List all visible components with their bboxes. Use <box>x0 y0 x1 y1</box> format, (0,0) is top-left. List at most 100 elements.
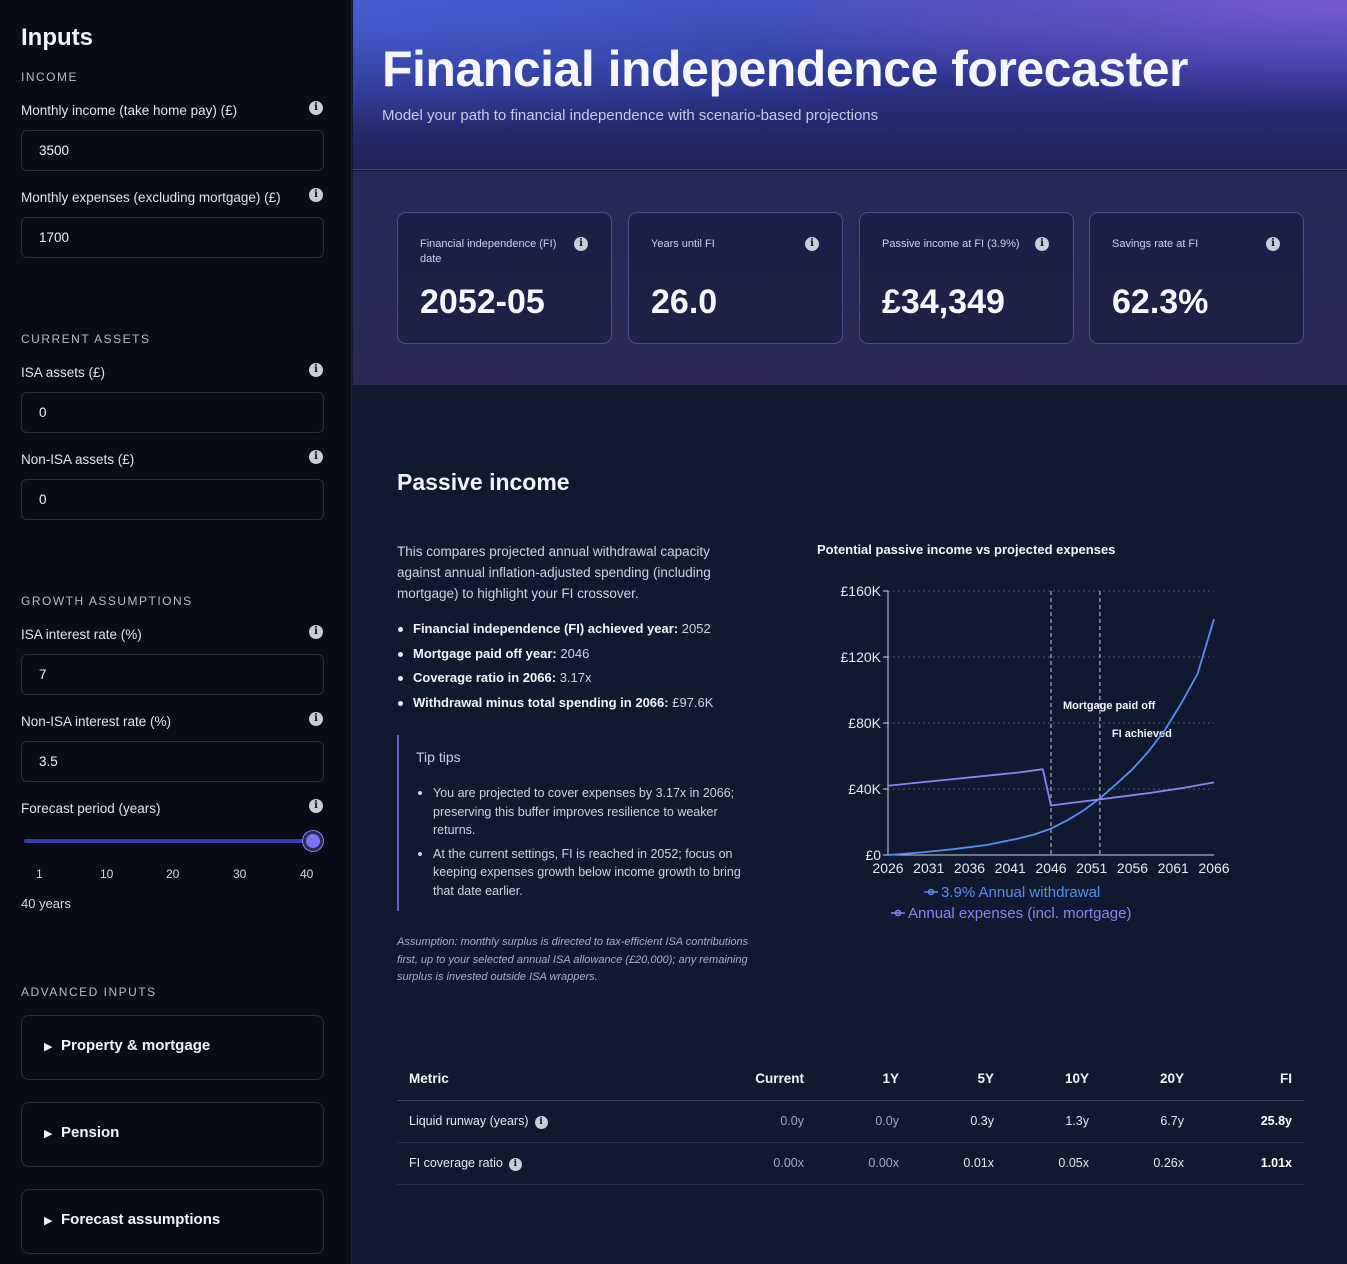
table-cell: 0.00x <box>816 1142 911 1185</box>
forecast-slider-thumb[interactable] <box>303 831 323 851</box>
bullet-value: 3.17x <box>559 670 592 686</box>
table-cell: 0.26x <box>1101 1142 1196 1185</box>
x-tick-label: 2041 <box>995 860 1026 876</box>
bullet-value: 2046 <box>560 645 590 661</box>
monthly-income-label: Monthly income (take home pay) (£) <box>21 103 238 118</box>
column-header: Metric <box>397 1058 577 1101</box>
list-item: Mortgage paid off year: 2046 <box>397 644 713 669</box>
passive-income-chart: £0 £40K £80K £120K £160K 2026 2031 2036 2041 2046… <box>841 583 1230 922</box>
info-icon[interactable]: i <box>309 625 323 639</box>
info-icon[interactable]: i <box>508 1157 522 1171</box>
table-row: FI coverage ratio i 0.00x 0.00x 0.01x 0.0… <box>397 1142 1304 1185</box>
info-icon[interactable]: i <box>534 1115 548 1129</box>
info-icon[interactable]: i <box>309 188 323 202</box>
slider-tick: 40 <box>300 867 314 881</box>
isa-assets-input[interactable]: 0 <box>21 392 324 433</box>
info-icon[interactable]: i <box>309 363 323 377</box>
isa-rate-input[interactable]: 7 <box>21 654 324 695</box>
y-tick-label: £120K <box>841 649 882 665</box>
list-item: Financial independence (FI) achieved yea… <box>397 619 713 644</box>
bullet-label: Financial independence (FI) achieved yea… <box>413 621 679 636</box>
hero-header: Financial independence forecaster Model … <box>353 0 1347 170</box>
table-cell: 0.0y <box>577 1100 816 1143</box>
bullet-label: Withdrawal minus total spending in 2066: <box>413 695 669 711</box>
assumption-note: Assumption: monthly surplus is directed … <box>397 936 749 983</box>
table-cell: 0.00x <box>577 1142 816 1185</box>
table-cell: 1.01x <box>1196 1142 1304 1185</box>
series-line <box>887 618 1215 856</box>
non-isa-assets-input[interactable]: 0 <box>21 479 324 520</box>
legend-marker <box>894 909 902 917</box>
table-cell: 1.3y <box>1006 1100 1101 1143</box>
kpi-card-years-until-fi: Years until FI i 26.0 <box>628 212 843 344</box>
tips-title: Tip tips <box>416 749 461 765</box>
page-subtitle: Model your path to financial independenc… <box>382 107 879 124</box>
series-line <box>887 768 1215 807</box>
passive-income-description: This compares projected annual withdrawa… <box>397 544 711 601</box>
y-tick-label: £40K <box>848 781 881 797</box>
monthly-expenses-label: Monthly expenses (excluding mortgage) (£… <box>21 190 281 205</box>
table-cell: FI coverage ratio i <box>397 1142 577 1185</box>
x-tick-label: 2036 <box>954 860 985 876</box>
forecast-slider-track[interactable] <box>24 839 314 843</box>
chart-title: Potential passive income vs projected ex… <box>817 542 1116 557</box>
y-tick-label: £80K <box>848 715 881 731</box>
forecast-period-label: Forecast period (years) <box>21 801 161 816</box>
caret-right-icon: ▶ <box>44 1128 53 1140</box>
pension-expander[interactable]: ▶ Pension <box>21 1102 324 1167</box>
x-tick-label: 2051 <box>1076 860 1107 876</box>
expander-label: Pension <box>61 1124 120 1141</box>
slider-tick: 20 <box>166 867 180 881</box>
legend-label: 3.9% Annual withdrawal <box>941 884 1100 901</box>
table-cell: 0.05x <box>1006 1142 1101 1185</box>
non-isa-rate-input[interactable]: 3.5 <box>21 741 324 782</box>
column-header: FI <box>1196 1058 1304 1101</box>
kpi-label: Financial independence (FI) date <box>420 238 557 265</box>
kpi-value: 2052-05 <box>420 283 545 321</box>
monthly-expenses-input[interactable]: 1700 <box>21 217 324 258</box>
kpi-label: Passive income at FI (3.9%) <box>882 238 1020 250</box>
info-icon[interactable]: i <box>1266 237 1280 251</box>
info-icon[interactable]: i <box>1035 237 1049 251</box>
info-icon[interactable]: i <box>309 799 323 813</box>
forecast-assumptions-expander[interactable]: ▶ Forecast assumptions <box>21 1189 324 1254</box>
table-cell: 6.7y <box>1101 1100 1196 1143</box>
isa-rate-label: ISA interest rate (%) <box>21 627 142 642</box>
list-item: Withdrawal minus total spending in 2066:… <box>397 693 713 718</box>
info-icon[interactable]: i <box>309 450 323 464</box>
tips-callout: Tip tips You are projected to cover expe… <box>397 735 747 911</box>
bullet-label: Mortgage paid off year: <box>413 645 557 661</box>
kpi-value: 26.0 <box>651 283 718 321</box>
table-cell: 0.0y <box>816 1100 911 1143</box>
info-icon[interactable]: i <box>309 101 323 115</box>
property-mortgage-expander[interactable]: ▶ Property & mortgage <box>21 1015 324 1080</box>
column-header: 20Y <box>1101 1058 1196 1101</box>
info-icon[interactable]: i <box>805 237 819 251</box>
section-advanced-label: ADVANCED INPUTS <box>21 985 157 999</box>
kpi-band: Financial independence (FI) date i 2052-… <box>353 171 1347 385</box>
kpi-value: 62.3% <box>1112 283 1209 321</box>
column-header: 10Y <box>1006 1058 1101 1101</box>
info-icon[interactable]: i <box>574 237 588 251</box>
list-item: At the current settings, FI is reached i… <box>416 845 746 901</box>
bullet-value: £97.6K <box>672 695 714 711</box>
x-tick-label: 2026 <box>872 860 903 876</box>
kpi-card-passive-income: Passive income at FI (3.9%) i £34,349 <box>859 212 1074 344</box>
annotation-label: Mortgage paid off <box>1063 700 1156 712</box>
x-tick-label: 2046 <box>1035 860 1066 876</box>
slider-tick: 30 <box>233 867 247 881</box>
section-assets-label: CURRENT ASSETS <box>21 332 151 346</box>
info-icon[interactable]: i <box>309 712 323 726</box>
kpi-label: Savings rate at FI <box>1112 238 1199 250</box>
monthly-income-input[interactable]: 3500 <box>21 130 324 171</box>
x-tick-label: 2066 <box>1198 860 1229 876</box>
caret-right-icon: ▶ <box>44 1215 53 1227</box>
non-isa-rate-label: Non-ISA interest rate (%) <box>21 714 172 729</box>
expander-label: Forecast assumptions <box>61 1211 221 1228</box>
kpi-card-fi-date: Financial independence (FI) date i 2052-… <box>397 212 612 344</box>
isa-assets-label: ISA assets (£) <box>21 365 106 380</box>
annotation-label: FI achieved <box>1112 728 1172 740</box>
table-cell: 0.3y <box>911 1100 1006 1143</box>
sidebar-title: Inputs <box>21 24 93 51</box>
passive-income-summary: Financial independence (FI) achieved yea… <box>397 619 713 718</box>
